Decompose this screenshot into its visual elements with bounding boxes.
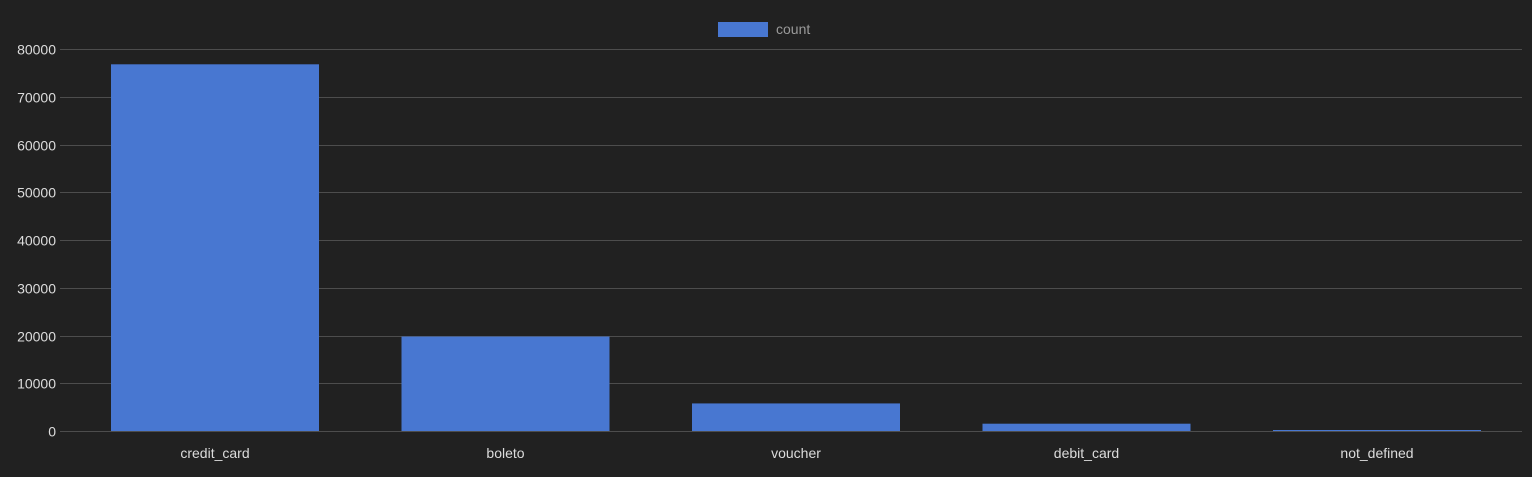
y-tick-label-40000: 40000 [17,233,56,249]
y-tick-label-70000: 70000 [17,90,56,106]
bar-voucher [692,403,900,431]
y-axis-ticks: 0 10000 20000 30000 40000 50000 60000 70000 8000… [17,42,56,440]
bars [111,64,1481,431]
x-tick-label-boleto: boleto [486,445,524,461]
y-tick-label-30000: 30000 [17,281,56,297]
x-tick-label-not_defined: not_defined [1340,445,1413,461]
y-tick-label-50000: 50000 [17,185,56,201]
x-tick-label-voucher: voucher [771,445,821,461]
legend-label-count[interactable]: count [776,21,810,37]
bar-credit_card [111,64,319,431]
y-tick-label-20000: 20000 [17,329,56,345]
x-axis-ticks: credit_card boleto voucher debit_card not_de… [180,445,1413,461]
legend-swatch-count[interactable] [718,22,768,37]
y-tick-label-80000: 80000 [17,42,56,58]
y-tick-label-60000: 60000 [17,138,56,154]
x-tick-label-debit_card: debit_card [1054,445,1119,461]
bar-boleto [401,336,610,431]
bar-not_defined [1273,430,1481,431]
x-tick-label-credit_card: credit_card [180,445,249,461]
y-tick-label-0: 0 [48,424,56,440]
bar-debit_card [982,423,1191,431]
legend[interactable]: count [718,21,810,37]
y-tick-label-10000: 10000 [17,376,56,392]
